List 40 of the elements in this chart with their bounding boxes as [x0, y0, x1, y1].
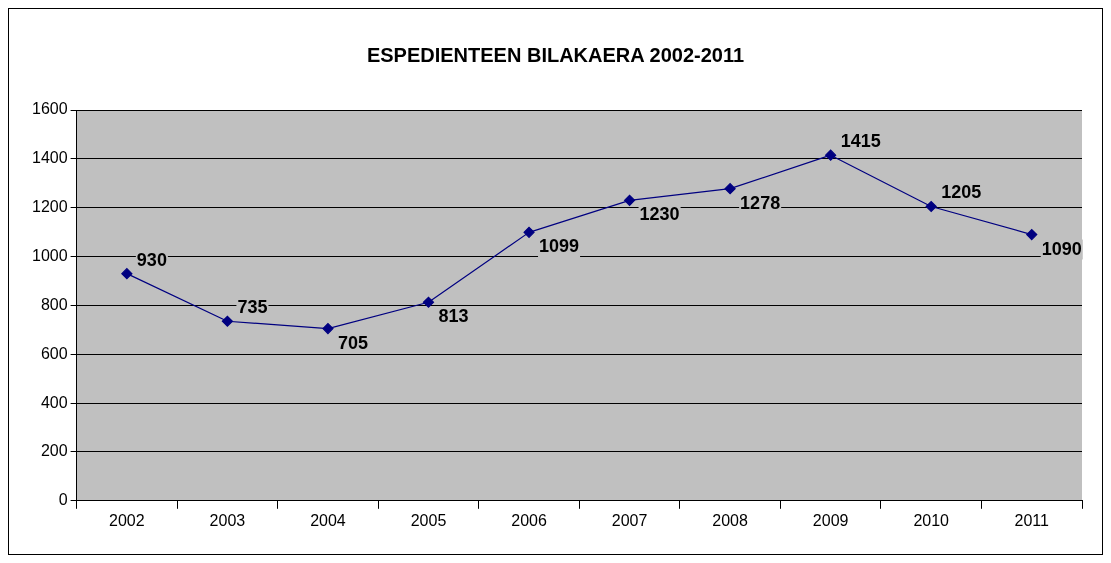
y-tick-label: 1000: [32, 246, 68, 264]
point: [623, 194, 636, 206]
data-label: 1090: [1041, 238, 1082, 259]
x-tick-label: 2003: [209, 511, 246, 529]
x-tick-label: 2008: [712, 511, 749, 529]
data-label: 1415: [840, 131, 881, 152]
data-label: 930: [136, 249, 167, 270]
data-label: 1099: [539, 236, 580, 257]
x-tick-label: 2004: [310, 511, 346, 529]
x-tick-label: 2011: [1014, 511, 1050, 529]
point: [322, 323, 334, 335]
x-tick-label: 2005: [410, 511, 447, 529]
y-tick-label: 1200: [32, 198, 68, 216]
point: [1026, 228, 1038, 241]
x-tick-label: 2010: [913, 511, 950, 529]
point: [724, 183, 736, 195]
y-tick-label: 1400: [32, 149, 68, 167]
y-tick-label: 200: [40, 442, 68, 460]
point: [221, 315, 234, 327]
y-tick-label: 600: [40, 344, 68, 362]
chart-title: ESPEDIENTEEN BILAKAERA 2002-2011: [366, 43, 745, 66]
data-label: 1278: [740, 192, 781, 213]
x-tick-label: 2009: [812, 511, 849, 529]
y-tick-label: 0: [58, 491, 68, 509]
data-label: 1230: [639, 204, 680, 225]
x-tick-label: 2006: [511, 511, 547, 529]
point: [523, 226, 535, 238]
point: [121, 268, 133, 280]
data-label: 735: [237, 297, 268, 318]
point: [925, 200, 937, 213]
y-tick-label: 400: [40, 393, 68, 411]
x-tick-label: 2007: [611, 511, 648, 529]
data-label: 705: [337, 332, 368, 353]
point: [825, 149, 837, 161]
data-label: 1205: [941, 182, 982, 203]
x-tick-label: 2002: [109, 511, 145, 529]
point: [422, 296, 435, 308]
y-tick-label: 800: [40, 295, 68, 313]
y-tick-label: 1600: [32, 100, 68, 118]
data-label: 813: [438, 306, 469, 327]
